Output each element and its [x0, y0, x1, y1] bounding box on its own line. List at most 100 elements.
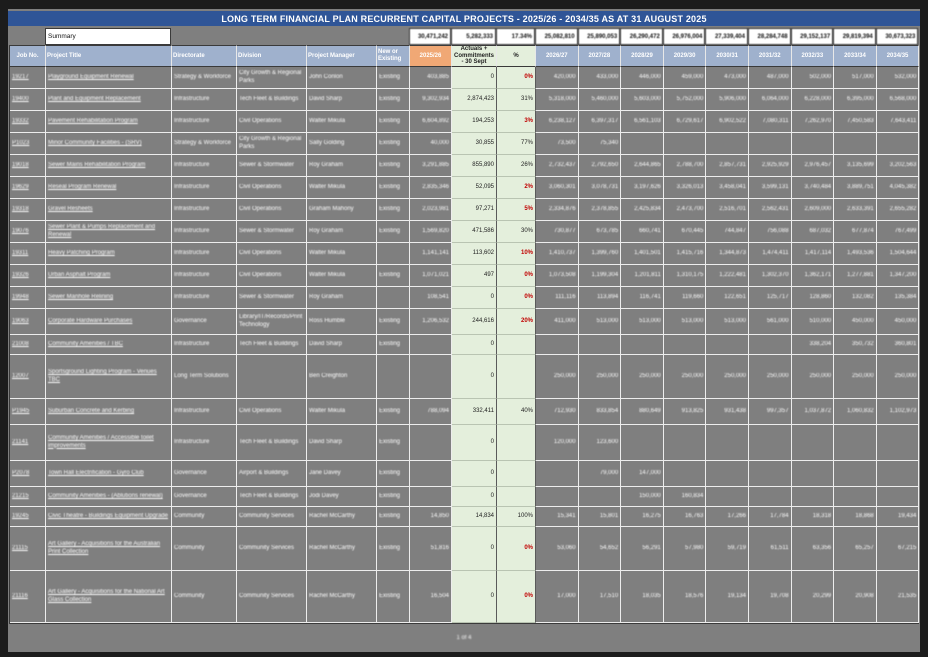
cell-status: [377, 287, 410, 309]
cell-project-manager: Ben Creighton: [307, 355, 377, 399]
cell-actuals: 113,602: [452, 243, 497, 265]
table-row: 19018 Sewer Mains Rehabilitation Program I…: [10, 155, 920, 177]
table-row: P2078 Town Hall Electrification - Gyro Cl…: [10, 461, 920, 487]
cell-year-2033-34: 1,060,832: [834, 399, 877, 425]
cell-percent: 30%: [497, 221, 536, 243]
table-row: 21215 Community Amenities - (Ablutions re…: [10, 487, 920, 507]
table-row: 12007 Sportsground Lighting Program - Ven…: [10, 355, 920, 399]
cell-year-2034-35: 250,000: [876, 355, 920, 399]
table-row: 21115 Art Gallery - Acquisitions for the …: [10, 527, 920, 571]
page-footer: 1 of 4: [8, 624, 920, 651]
cell-budget-2025-26: 3,291,885: [410, 155, 452, 177]
total-year-2027-28: 25,890,053: [577, 28, 621, 45]
cell-year-2032-33: 63,356: [791, 527, 835, 571]
cell-percent: [497, 355, 536, 399]
cell-project-title: Sewer Plant & Pumps Replacement and Rene…: [46, 221, 172, 243]
cell-division: Civil Operations: [237, 177, 307, 199]
cell-year-2029-30: 160,834: [663, 487, 707, 507]
cell-status: Existing: [377, 507, 410, 527]
cell-year-2034-35: 450,000: [876, 309, 920, 335]
cell-status: Existing: [377, 89, 410, 111]
cell-year-2026-27: 420,000: [536, 67, 579, 89]
cell-budget-2025-26: 788,094: [410, 399, 452, 425]
cell-actuals: 194,253: [452, 111, 497, 133]
cell-year-2027-28: 2,378,855: [578, 199, 622, 221]
cell-directorate: Infrastructure: [172, 199, 237, 221]
cell-year-2029-30: 6,729,617: [663, 111, 707, 133]
cell-year-2034-35: 767,499: [876, 221, 920, 243]
cell-year-2029-30: 670,445: [663, 221, 707, 243]
table-row: 19311 Heavy Patching Program Infrastructur…: [10, 243, 920, 265]
table-row: 19318 Gravel Resheets Infrastructure Civil …: [10, 199, 920, 221]
total-year-2028-29: 26,290,472: [620, 28, 663, 45]
cell-year-2033-34: [834, 133, 877, 155]
cell-year-2034-35: 67,215: [876, 527, 920, 571]
cell-status: Existing: [377, 399, 410, 425]
cell-year-2028-29: 147,000: [621, 461, 664, 487]
cell-year-2033-34: 677,874: [834, 221, 877, 243]
cell-year-2031-32: [748, 133, 792, 155]
totals-spacer: [171, 28, 409, 45]
cell-project-title: Pavement Rehabilitation Program: [46, 111, 172, 133]
cell-status: Existing: [377, 487, 410, 507]
cell-year-2029-30: 57,980: [663, 527, 707, 571]
cell-actuals: 0: [452, 461, 497, 487]
cell-project-title: Plant and Equipment Replacement: [46, 89, 172, 111]
cell-year-2034-35: 6,568,000: [876, 89, 920, 111]
col-header-2033-34: 2033/34: [834, 45, 877, 67]
cell-year-2032-33: 502,000: [791, 67, 835, 89]
cell-year-2029-30: 250,000: [663, 355, 707, 399]
total-year-2030-31: 27,339,404: [705, 28, 748, 45]
cell-budget-2025-26: 1,071,021: [410, 265, 452, 287]
cell-budget-2025-26: 14,850: [410, 507, 452, 527]
cell-actuals: 30,855: [452, 133, 497, 155]
cell-directorate: Infrastructure: [172, 265, 237, 287]
total-year-2026-27: 25,082,810: [535, 28, 578, 45]
cell-year-2026-27: 730,877: [536, 221, 579, 243]
col-header-2028-29: 2028/29: [621, 45, 664, 67]
table-header-row: Job No. Project Title Directorate Division P…: [10, 45, 920, 67]
cell-project-manager: Ross Humble: [307, 309, 377, 335]
cell-year-2028-29: [621, 425, 664, 461]
cell-project-manager: John Conlon: [307, 67, 377, 89]
table-row: 19948 Sewer Manhole Relining Infrastructur…: [10, 287, 920, 309]
cell-year-2032-33: 1,037,872: [791, 399, 835, 425]
cell-job-no: 21115: [10, 527, 46, 571]
table-body: 19217 Playground Equipment Renewal Strateg…: [10, 67, 920, 624]
cell-actuals: 14,834: [452, 507, 497, 527]
cell-budget-2025-26: [410, 425, 452, 461]
cell-project-manager: Roy Graham: [307, 155, 377, 177]
cell-percent: [497, 487, 536, 507]
cell-percent: 31%: [497, 89, 536, 111]
cell-year-2026-27: 53,060: [536, 527, 579, 571]
cell-year-2026-27: 250,000: [536, 355, 579, 399]
cell-year-2034-35: 21,535: [876, 571, 920, 623]
cell-division: Civil Operations: [237, 199, 307, 221]
cell-percent: [497, 335, 536, 355]
cell-year-2033-34: 450,000: [834, 309, 877, 335]
cell-actuals: 0: [452, 527, 497, 571]
cell-actuals: 0: [452, 571, 497, 623]
table-row: 19326 Urban Asphalt Program Infrastructure…: [10, 265, 920, 287]
cell-job-no: 21116: [10, 571, 46, 623]
cell-year-2027-28: 54,652: [578, 527, 622, 571]
cell-year-2030-31: 513,000: [706, 309, 749, 335]
cell-year-2028-29: 660,741: [621, 221, 664, 243]
cell-year-2026-27: 111,116: [536, 287, 579, 309]
cell-budget-2025-26: 2,023,981: [410, 199, 452, 221]
cell-project-title: Community Amenities / Accessible toilet …: [46, 425, 172, 461]
cell-year-2027-28: 79,000: [578, 461, 622, 487]
cell-year-2032-33: 128,860: [791, 287, 835, 309]
table-row: 19400 Plant and Equipment Replacement Infr…: [10, 89, 920, 111]
cell-directorate: Community: [172, 527, 237, 571]
cell-job-no: 19076: [10, 221, 46, 243]
cell-budget-2025-26: 40,000: [410, 133, 452, 155]
cell-budget-2025-26: 403,885: [410, 67, 452, 89]
cell-year-2026-27: 1,410,737: [536, 243, 579, 265]
cell-percent: 0%: [497, 67, 536, 89]
cell-budget-2025-26: 16,504: [410, 571, 452, 623]
cell-year-2028-29: 16,275: [621, 507, 664, 527]
cell-year-2028-29: 1,201,811: [621, 265, 664, 287]
cell-year-2031-32: 2,562,431: [748, 199, 792, 221]
cell-project-title: Suburban Concrete and Kerbing: [46, 399, 172, 425]
